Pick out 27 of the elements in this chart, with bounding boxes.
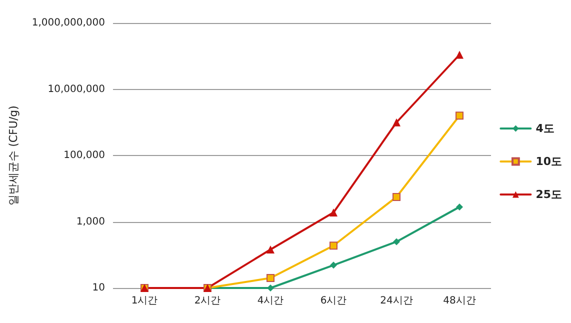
legend-label: 10도 [536, 155, 562, 168]
x-tick-label: 6시간 [320, 296, 347, 306]
point [393, 238, 400, 246]
point [330, 208, 338, 217]
y-axis-title: 일반세균수 (CFU/g) [7, 106, 20, 206]
x-tick-label: 4시간 [257, 296, 284, 306]
y-tick-label: 1,000,000,000 [32, 18, 105, 28]
point [267, 284, 274, 292]
legend-label: 25도 [536, 188, 562, 201]
point [330, 262, 337, 269]
x-tick-label: 1시간 [131, 296, 158, 306]
x-tick-label: 48시간 [443, 296, 476, 306]
point [456, 50, 464, 59]
point [392, 118, 400, 126]
y-tick-label: 100,000 [64, 150, 105, 161]
point [456, 203, 463, 210]
y-tick-label: 10,000,000 [48, 84, 105, 95]
y-tick-label: 1,000 [76, 216, 105, 228]
legend-label: 4도 [536, 122, 554, 135]
point [330, 242, 338, 250]
point [392, 192, 400, 201]
x-tick-label: 24시간 [380, 296, 413, 306]
x-tick-label: 2시간 [194, 296, 221, 306]
y-tick-label: 10 [92, 282, 105, 294]
point [456, 112, 464, 120]
point [266, 274, 274, 282]
point [266, 246, 274, 254]
